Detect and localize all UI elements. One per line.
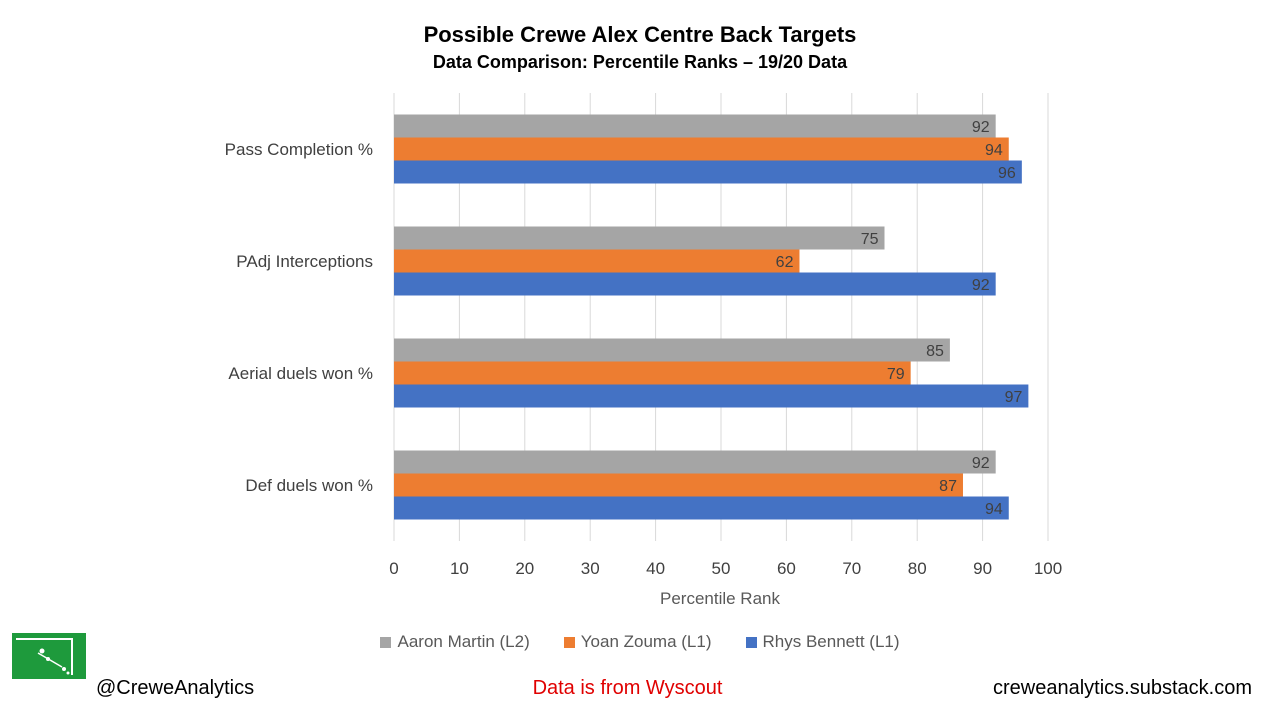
x-tick-label: 50 bbox=[712, 559, 731, 578]
labels: 0 10 20 30 40 50 60 70 80 90 100 Pass Completion % 9… bbox=[225, 119, 1063, 578]
data-label: 96 bbox=[998, 165, 1016, 182]
bar bbox=[394, 338, 950, 362]
x-tick-label: 100 bbox=[1034, 559, 1062, 578]
legend-item: Aaron Martin (L2) bbox=[380, 632, 530, 652]
category-label: Def duels won % bbox=[245, 476, 373, 495]
legend-label: Yoan Zouma (L1) bbox=[580, 632, 712, 651]
bar bbox=[394, 160, 1022, 184]
legend-swatch bbox=[380, 636, 392, 648]
data-label: 62 bbox=[776, 254, 794, 271]
category-label: Aerial duels won % bbox=[228, 364, 373, 383]
data-label: 97 bbox=[1005, 389, 1023, 406]
bar bbox=[394, 272, 996, 296]
bar bbox=[394, 226, 885, 250]
bar bbox=[394, 361, 911, 385]
data-label: 92 bbox=[972, 277, 990, 294]
data-label: 79 bbox=[887, 366, 905, 383]
x-tick-label: 40 bbox=[646, 559, 665, 578]
legend-label: Rhys Bennett (L1) bbox=[762, 632, 900, 651]
x-tick-label: 80 bbox=[908, 559, 927, 578]
chart-subtitle: Data Comparison: Percentile Ranks – 19/2… bbox=[432, 52, 848, 72]
bars bbox=[394, 114, 1029, 520]
footer-handle: @CreweAnalytics bbox=[96, 677, 255, 699]
bar bbox=[394, 137, 1009, 161]
x-tick-label: 60 bbox=[777, 559, 796, 578]
data-label: 94 bbox=[985, 142, 1003, 159]
x-tick-label: 10 bbox=[450, 559, 469, 578]
x-tick-label: 0 bbox=[389, 559, 398, 578]
x-tick-label: 90 bbox=[973, 559, 992, 578]
category-label: Pass Completion % bbox=[225, 140, 373, 159]
data-label: 92 bbox=[972, 455, 990, 472]
bar bbox=[394, 496, 1009, 520]
x-tick-label: 20 bbox=[515, 559, 534, 578]
category-label: PAdj Interceptions bbox=[236, 252, 373, 271]
legend-label: Aaron Martin (L2) bbox=[397, 632, 530, 651]
x-tick-label: 30 bbox=[581, 559, 600, 578]
chart-title: Possible Crewe Alex Centre Back Targets bbox=[423, 22, 857, 47]
bar bbox=[394, 450, 996, 474]
bar bbox=[394, 473, 963, 497]
legend-item: Rhys Bennett (L1) bbox=[745, 632, 900, 652]
legend-swatch bbox=[745, 636, 757, 648]
data-label: 75 bbox=[861, 231, 879, 248]
data-label: 94 bbox=[985, 501, 1003, 518]
legend-swatch bbox=[563, 636, 575, 648]
x-axis-title: Percentile Rank bbox=[660, 589, 781, 608]
data-label: 92 bbox=[972, 119, 990, 136]
footer-source: Data is from Wyscout bbox=[532, 677, 723, 699]
bar bbox=[394, 249, 800, 273]
pitch-corner-icon bbox=[12, 633, 86, 679]
bar bbox=[394, 384, 1029, 408]
data-label: 85 bbox=[926, 343, 944, 360]
footer-site: creweanalytics.substack.com bbox=[993, 677, 1252, 699]
bar bbox=[394, 114, 996, 138]
legend-item: Yoan Zouma (L1) bbox=[563, 632, 712, 652]
legend: Aaron Martin (L2) Yoan Zouma (L1) Rhys Ben… bbox=[0, 632, 1280, 652]
x-tick-label: 70 bbox=[842, 559, 861, 578]
data-label: 87 bbox=[939, 478, 957, 495]
